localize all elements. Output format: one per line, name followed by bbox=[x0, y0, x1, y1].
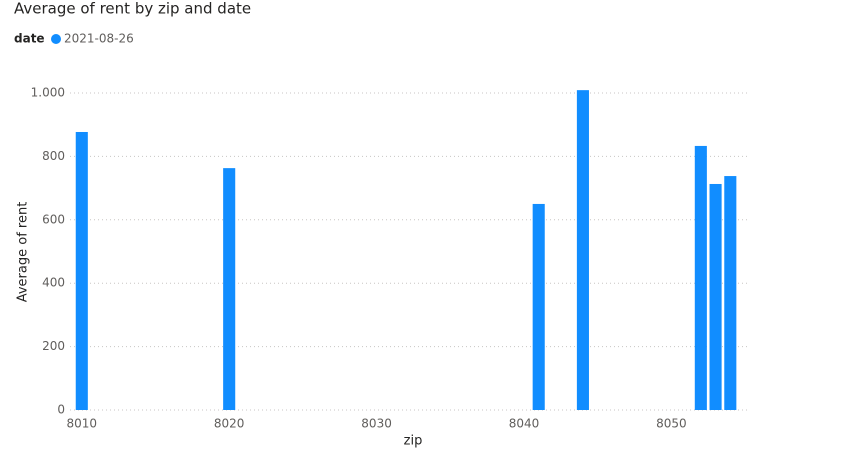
y-tick-label: 600 bbox=[42, 212, 65, 226]
x-tick-label: 8010 bbox=[67, 417, 98, 431]
y-tick-label: 1.000 bbox=[31, 86, 65, 100]
y-tick-label: 800 bbox=[42, 149, 65, 163]
x-tick-label: 8040 bbox=[509, 417, 540, 431]
bar bbox=[532, 203, 545, 410]
bar bbox=[223, 168, 236, 410]
y-axis-title: Average of rent bbox=[16, 202, 31, 303]
y-tick-label: 400 bbox=[42, 276, 65, 290]
bar bbox=[724, 176, 737, 410]
x-tick-label: 8030 bbox=[361, 417, 392, 431]
legend-label: 2021-08-26 bbox=[64, 32, 134, 46]
legend-marker bbox=[51, 34, 61, 44]
x-tick-label: 8050 bbox=[656, 417, 687, 431]
chart-title: Average of rent by zip and date bbox=[14, 0, 251, 18]
bar bbox=[75, 131, 88, 410]
legend-title: date bbox=[14, 32, 45, 46]
x-axis-title: zip bbox=[404, 434, 423, 449]
bar bbox=[576, 90, 589, 410]
bar bbox=[694, 145, 707, 410]
bar bbox=[709, 183, 722, 410]
x-tick-label: 8020 bbox=[214, 417, 245, 431]
y-tick-label: 200 bbox=[42, 339, 65, 353]
y-tick-label: 0 bbox=[57, 403, 65, 417]
